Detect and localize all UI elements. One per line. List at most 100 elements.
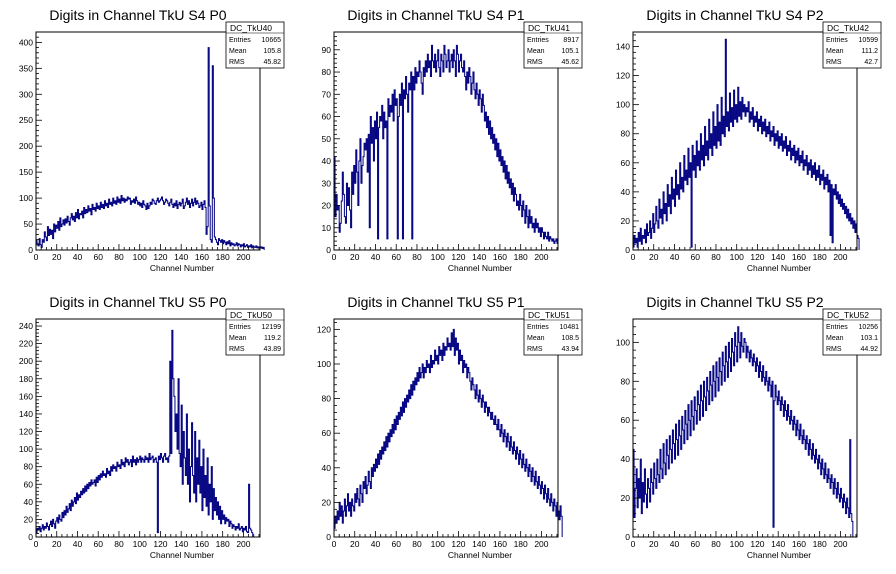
stats-label: RMS <box>229 59 245 66</box>
stats-label: Entries <box>229 324 251 331</box>
histogram-line <box>35 47 265 250</box>
x-tick-label: 60 <box>93 539 103 549</box>
x-tick-label: 80 <box>412 252 422 262</box>
x-tick-label: 140 <box>174 252 188 262</box>
stats-value: 108.5 <box>561 335 579 342</box>
x-tick-label: 120 <box>153 539 167 549</box>
histogram-svg: Digits in Channel TkU S5 P0 0 20 40 60 80 100 1… <box>19 294 285 560</box>
plot-title: Digits in Channel TkU S4 P2 <box>646 7 823 23</box>
y-tick-label: 0 <box>28 245 33 255</box>
histogram-line <box>632 326 854 537</box>
stats-value: 111.2 <box>862 48 879 55</box>
x-tick-label: 40 <box>73 539 83 549</box>
x-tick-label: 140 <box>174 539 188 549</box>
histogram-line <box>333 44 559 250</box>
x-tick-label: 160 <box>493 252 507 262</box>
x-tick-label: 60 <box>93 252 103 262</box>
stats-value: 44.92 <box>860 346 878 353</box>
x-tick-label: 20 <box>350 539 360 549</box>
x-tick-label: 140 <box>771 252 785 262</box>
y-tick-label: 60 <box>322 112 332 122</box>
x-tick-label: 200 <box>534 252 548 262</box>
stats-value: 10481 <box>560 324 580 331</box>
plot-title: Digits in Channel TkU S4 P1 <box>347 7 524 23</box>
stats-label: Mean <box>229 48 247 55</box>
y-tick-label: 300 <box>19 89 33 99</box>
stats-value: 103.1 <box>860 335 878 342</box>
x-tick-label: 0 <box>34 539 39 549</box>
x-tick-label: 160 <box>792 539 806 549</box>
stats-label: Mean <box>527 335 545 342</box>
stats-label: Mean <box>826 335 844 342</box>
x-axis-label: Channel Number <box>150 550 214 560</box>
y-tick-label: 400 <box>19 37 33 47</box>
y-tick-label: 100 <box>19 193 33 203</box>
x-axis-label: Channel Number <box>448 263 512 273</box>
y-tick-label: 0 <box>625 245 630 255</box>
x-tick-label: 100 <box>431 252 445 262</box>
x-tick-label: 20 <box>350 252 360 262</box>
x-tick-label: 0 <box>631 539 636 549</box>
x-tick-label: 40 <box>371 252 381 262</box>
stats-label: RMS <box>229 346 245 353</box>
x-tick-label: 120 <box>153 252 167 262</box>
y-tick-label: 120 <box>616 71 630 81</box>
stats-value: 42.7 <box>864 59 878 66</box>
x-tick-label: 140 <box>472 539 486 549</box>
y-tick-label: 100 <box>616 337 630 347</box>
x-tick-label: 200 <box>833 252 847 262</box>
stats-value: 45.62 <box>561 59 579 66</box>
x-tick-label: 160 <box>195 252 209 262</box>
stats-value: 10256 <box>859 324 879 331</box>
x-tick-label: 160 <box>792 252 806 262</box>
y-tick-label: 40 <box>322 156 332 166</box>
y-tick-label: 60 <box>621 415 631 425</box>
x-tick-label: 80 <box>412 539 422 549</box>
y-tick-label: 80 <box>322 394 332 404</box>
stats-name: DC_TkU42 <box>827 23 869 33</box>
histogram-line <box>333 328 563 537</box>
y-tick-label: 90 <box>322 45 332 55</box>
histogram-svg: Digits in Channel TkU S4 P0 0 20 40 60 80 100 1… <box>19 7 285 273</box>
stats-value: 10665 <box>262 37 282 44</box>
x-tick-label: 20 <box>649 539 659 549</box>
x-tick-label: 40 <box>670 539 680 549</box>
x-tick-label: 100 <box>730 252 744 262</box>
x-tick-label: 40 <box>371 539 381 549</box>
x-tick-label: 180 <box>216 252 230 262</box>
stats-label: Entries <box>826 324 848 331</box>
y-tick-label: 220 <box>19 339 33 349</box>
y-tick-label: 120 <box>19 427 33 437</box>
stats-value: 43.89 <box>263 346 281 353</box>
stats-label: RMS <box>826 59 842 66</box>
x-tick-label: 40 <box>73 252 83 262</box>
stats-box <box>822 21 882 69</box>
histogram-pad: Digits in Channel TkU S4 P2 0 20 40 60 80 100 1… <box>597 0 895 287</box>
histogram-svg: Digits in Channel TkU S5 P2 0 20 40 60 80 100 1… <box>616 294 882 560</box>
x-tick-label: 200 <box>833 539 847 549</box>
x-tick-label: 60 <box>391 539 401 549</box>
y-tick-label: 20 <box>322 497 332 507</box>
y-tick-label: 50 <box>322 134 332 144</box>
y-tick-label: 60 <box>24 479 34 489</box>
y-tick-label: 140 <box>616 42 630 52</box>
stats-label: Entries <box>527 37 549 44</box>
x-axis-label: Channel Number <box>448 550 512 560</box>
stats-value: 10599 <box>859 37 879 44</box>
x-tick-label: 160 <box>493 539 507 549</box>
x-tick-label: 0 <box>332 252 337 262</box>
stats-name: DC_TkU51 <box>528 310 570 320</box>
stats-value: 105.1 <box>561 48 579 55</box>
y-tick-label: 250 <box>19 115 33 125</box>
stats-value: 105.8 <box>263 48 281 55</box>
y-tick-label: 0 <box>326 532 331 542</box>
y-tick-label: 200 <box>19 141 33 151</box>
x-tick-label: 20 <box>649 252 659 262</box>
x-tick-label: 140 <box>771 539 785 549</box>
histogram-pad: Digits in Channel TkU S5 P1 0 20 40 60 80 100 1… <box>298 287 596 574</box>
x-tick-label: 60 <box>690 252 700 262</box>
histogram-svg: Digits in Channel TkU S4 P1 0 20 40 60 80 100 1… <box>322 7 583 273</box>
x-tick-label: 180 <box>813 252 827 262</box>
stats-label: RMS <box>826 346 842 353</box>
y-tick-label: 40 <box>621 454 631 464</box>
